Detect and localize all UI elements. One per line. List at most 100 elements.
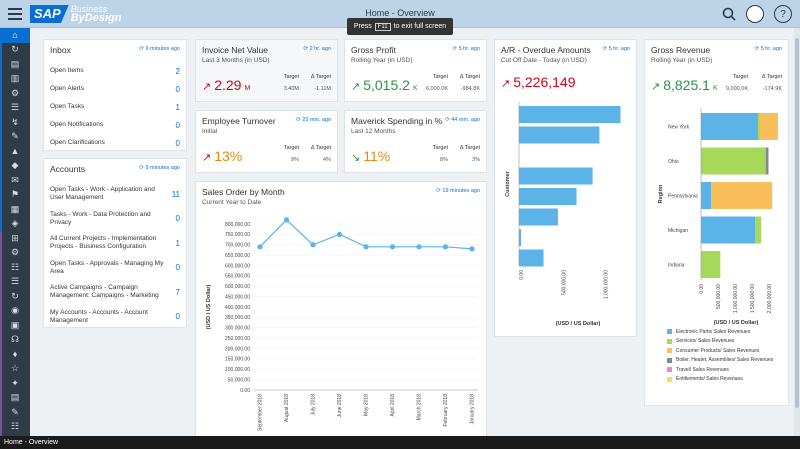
scrollbar[interactable] — [794, 28, 800, 436]
accounts-item-count[interactable]: 1 — [175, 238, 180, 248]
sidebar-item-icon-0[interactable]: ⌂ — [0, 28, 30, 43]
gross-profit-refresh[interactable]: ⟳ 5 hr. ago — [452, 46, 480, 52]
sidebar-item-icon-19[interactable]: ◉ — [11, 305, 19, 316]
sidebar-item-icon-13[interactable]: ◈ — [11, 218, 19, 229]
maverick-refresh[interactable]: ⟳ 44 min. ago — [445, 117, 480, 123]
data-point[interactable] — [389, 244, 396, 250]
accounts-refresh[interactable]: ⟳ 9 minutes ago — [139, 165, 180, 171]
accounts-item[interactable]: All Current Projects - Implementation Pro… — [50, 235, 180, 251]
invoice-card[interactable]: Invoice Net Value ⟳ 2 hr. ago Last 3 Mon… — [195, 39, 338, 102]
bar-segment[interactable] — [701, 147, 766, 175]
bar-segment[interactable] — [755, 216, 762, 244]
accounts-item-count[interactable]: 0 — [175, 214, 180, 223]
sidebar-item-icon-10[interactable]: ✉ — [11, 174, 19, 185]
maverick-card[interactable]: Maverick Spending in % ⟳ 44 min. ago Las… — [344, 110, 487, 173]
accounts-item-count[interactable]: 11 — [171, 189, 180, 199]
sidebar-item-icon-21[interactable]: ☊ — [11, 334, 19, 345]
accounts-item-count[interactable]: 0 — [175, 263, 180, 272]
data-point[interactable] — [363, 244, 369, 250]
inbox-item-count[interactable]: 2 — [175, 67, 180, 76]
bar-segment[interactable] — [757, 113, 760, 140]
menu-icon[interactable] — [8, 8, 22, 20]
sidebar-item-icon-17[interactable]: ☰ — [10, 276, 20, 287]
sidebar-item-icon-23[interactable]: ☆ — [10, 363, 20, 374]
sidebar-item-icon-1[interactable]: ↻ — [11, 44, 19, 55]
bar-segment[interactable] — [701, 182, 712, 209]
sidebar-item-icon-4[interactable]: ⚙ — [10, 87, 20, 98]
accounts-item[interactable]: Tasks - Work - Data Protection and Privac… — [50, 211, 180, 227]
bar[interactable] — [519, 126, 600, 144]
sidebar-item-icon-25[interactable]: ▤ — [10, 392, 20, 403]
bar[interactable] — [519, 229, 521, 246]
sidebar-item-icon-2[interactable]: ▤ — [10, 58, 20, 69]
sales-order-card[interactable]: Sales Order by Month ⟳ 19 minutes ago Cu… — [195, 181, 487, 437]
sidebar-item-icon-16[interactable]: ☷ — [10, 261, 20, 272]
accounts-item-count[interactable]: 0 — [175, 312, 180, 321]
sidebar-item-icon-6[interactable]: ↯ — [11, 116, 19, 127]
inbox-item-count[interactable]: 0 — [175, 121, 180, 130]
bar-segment[interactable] — [701, 216, 756, 244]
bar[interactable] — [519, 208, 558, 226]
accounts-item[interactable]: Open Tasks - Work - Application and User … — [50, 186, 180, 202]
accounts-item[interactable]: Open Tasks - Approvals - Managing My Area… — [50, 260, 180, 276]
bar[interactable] — [519, 167, 593, 185]
legend-item[interactable]: Entitlements/ Sales Revenues — [667, 375, 773, 385]
scrollbar-thumb[interactable] — [795, 38, 799, 408]
sidebar-item-icon-14[interactable]: ⊞ — [11, 232, 19, 243]
data-point[interactable] — [310, 242, 316, 248]
data-point[interactable] — [442, 244, 449, 250]
gross-revenue-card[interactable]: Gross Revenue ⟳ 5 hr. ago Rolling Year (… — [644, 39, 789, 406]
sidebar-item-icon-24[interactable]: ✦ — [11, 377, 19, 388]
ar-overdue-refresh[interactable]: ⟳ 5 hr. ago — [602, 46, 630, 52]
data-point[interactable] — [336, 231, 343, 237]
accounts-item[interactable]: Active Campaigns - Campaign Management: C… — [50, 284, 180, 300]
bar[interactable] — [519, 106, 621, 123]
legend-item[interactable]: Travel/ Sales Revenues — [667, 365, 773, 375]
inbox-item[interactable]: Open Items 2 — [50, 67, 180, 76]
bar[interactable] — [519, 188, 577, 205]
accounts-item[interactable]: My Accounts - Accounts - Account Manageme… — [50, 309, 180, 325]
bar-segment[interactable] — [759, 113, 778, 140]
invoice-refresh[interactable]: ⟳ 2 hr. ago — [303, 46, 331, 52]
gross-profit-card[interactable]: Gross Profit ⟳ 5 hr. ago Rolling Year (i… — [344, 39, 487, 102]
legend-item[interactable]: Boiler, Heater, Assemblies/ Sales Revenu… — [667, 356, 773, 366]
sales-order-refresh[interactable]: ⟳ 19 minutes ago — [436, 188, 480, 194]
inbox-card[interactable]: Inbox ⟳ 9 minutes ago Open Items 2 Open Al… — [43, 39, 187, 151]
employee-turnover-refresh[interactable]: ⟳ 23 min. ago — [296, 117, 331, 123]
sidebar-item-icon-27[interactable]: ☷ — [10, 421, 20, 432]
data-point[interactable] — [416, 244, 422, 250]
sidebar-item-icon-7[interactable]: ✎ — [11, 131, 19, 142]
legend-item[interactable]: Consumer Products/ Sales Revenues — [667, 346, 773, 356]
sidebar-item-icon-20[interactable]: ▣ — [10, 319, 20, 330]
inbox-item-count[interactable]: 0 — [175, 139, 180, 148]
legend-item[interactable]: Electronic Parts/ Sales Revenues — [667, 327, 773, 337]
accounts-card[interactable]: Accounts ⟳ 9 minutes ago Open Tasks - Wo… — [43, 158, 187, 328]
sidebar-item-icon-5[interactable]: ☰ — [10, 102, 20, 113]
search-icon[interactable] — [722, 7, 736, 21]
data-point[interactable] — [257, 244, 263, 250]
data-point[interactable] — [283, 217, 290, 223]
bar-segment[interactable] — [765, 147, 769, 175]
bar-segment[interactable] — [711, 182, 773, 209]
ar-overdue-card[interactable]: A/R - Overdue Amounts ⟳ 5 hr. ago Cut Of… — [494, 39, 637, 337]
inbox-item[interactable]: Open Notifications 0 — [50, 121, 180, 130]
gross-revenue-refresh[interactable]: ⟳ 5 hr. ago — [754, 46, 782, 52]
inbox-item-count[interactable]: 1 — [175, 103, 180, 112]
sidebar-item-icon-26[interactable]: ✎ — [11, 406, 19, 417]
inbox-item[interactable]: Open Alerts 0 — [50, 85, 180, 94]
inbox-refresh[interactable]: ⟳ 9 minutes ago — [139, 46, 180, 52]
sidebar-item-icon-15[interactable]: ⚙ — [10, 247, 20, 258]
inbox-item[interactable]: Open Tasks 1 — [50, 103, 180, 112]
sidebar-item-icon-11[interactable]: ⚑ — [10, 189, 20, 200]
employee-turnover-card[interactable]: Employee Turnover ⟳ 23 min. ago Initial … — [195, 110, 338, 173]
avatar[interactable] — [746, 5, 764, 23]
sidebar-item-icon-18[interactable]: ↻ — [11, 290, 19, 301]
accounts-item-count[interactable]: 7 — [175, 287, 180, 297]
inbox-item[interactable]: Open Clarifications 0 — [50, 139, 180, 148]
inbox-item-count[interactable]: 0 — [175, 85, 180, 94]
bar[interactable] — [519, 249, 544, 267]
data-point[interactable] — [469, 246, 475, 252]
sidebar-item-icon-8[interactable]: ▲ — [10, 146, 20, 157]
sidebar-item-icon-12[interactable]: ▦ — [10, 203, 20, 214]
bar-segment[interactable] — [701, 113, 758, 140]
